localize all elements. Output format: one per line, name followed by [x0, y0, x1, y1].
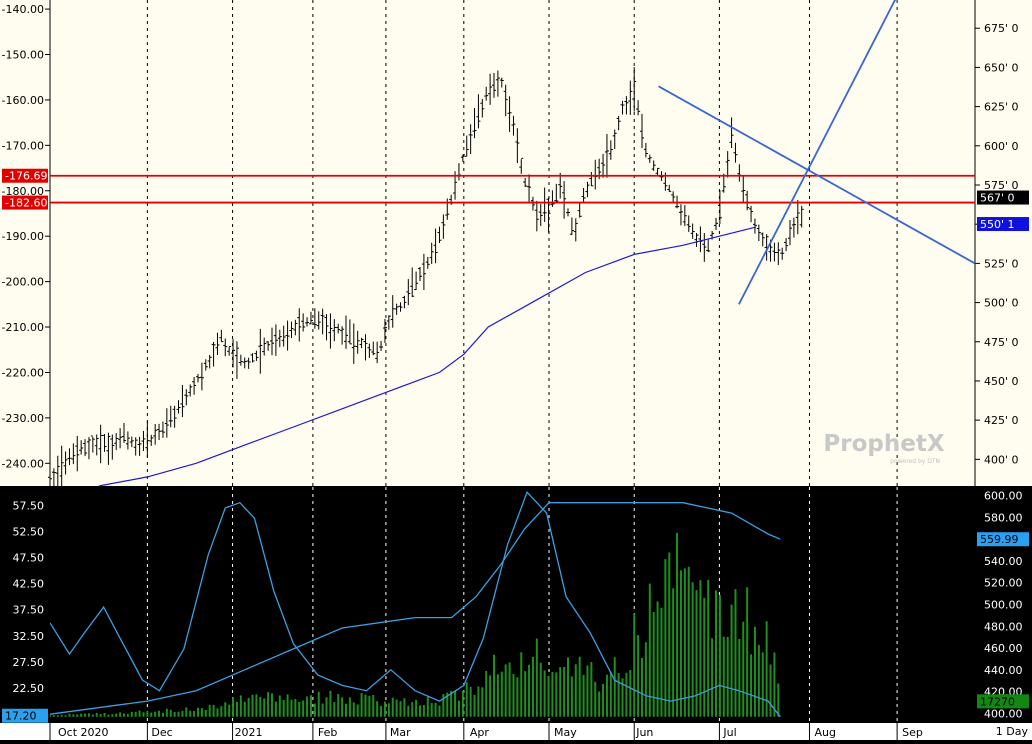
oscillator-badge-bg [2, 708, 48, 723]
axis-badges: -176.69 -182.60 567' 0 550' 1 17.20 559.99 172… [2, 168, 1029, 723]
right-tick-label: 475' 0 [984, 336, 1019, 349]
left-tick-label: -170.00 [2, 139, 44, 152]
lower-left-tick-label: 22.50 [13, 682, 45, 695]
lower-right-tick-label: 540.00 [984, 555, 1023, 568]
right-tick-label: 400' 0 [984, 453, 1019, 466]
open-interest-badge-bg [977, 532, 1029, 547]
moving-average-badge: 550' 1 [980, 218, 1015, 231]
left-tick-label: -160.00 [2, 94, 44, 107]
right-tick-label: 675' 0 [984, 22, 1019, 35]
left-tick-label: -150.00 [2, 49, 44, 62]
x-tick-label: Mar [390, 726, 411, 739]
right-tick-label: 625' 0 [984, 101, 1019, 114]
x-tick-label: Aug [814, 726, 835, 739]
x-tick-label: Apr [470, 726, 490, 739]
right-tick-label: 600' 0 [984, 140, 1019, 153]
volume-badge: 17270 [980, 695, 1015, 708]
left-tick-label: -190.00 [2, 230, 44, 243]
watermark-tagline: powered by DTN [890, 458, 940, 465]
price-bars [48, 67, 804, 489]
left-tick-label: -210.00 [2, 321, 44, 334]
last-price-badge: 567' 0 [980, 192, 1015, 205]
x-axis-strip [0, 723, 1032, 740]
moving-average-line [98, 226, 757, 487]
lower-left-axis-bg [0, 487, 50, 723]
lower-indicator-lines [49, 490, 781, 718]
upper-panel [0, 0, 1032, 486]
lower-left-tick-label: 47.50 [13, 552, 45, 565]
x-tick-label: Jul [722, 726, 736, 739]
left-tick-label: -220.00 [2, 366, 44, 379]
x-tick-label: Oct 2020 [58, 726, 109, 739]
x-tick-label: Feb [318, 726, 337, 739]
watermark-brand: ProphetX [823, 431, 944, 457]
lower-right-tick-label: 580.00 [984, 511, 1023, 524]
volume-badge-bg [977, 694, 1029, 709]
lower-right-tick-label: 400.00 [984, 707, 1023, 720]
timeframe-label: 1 Day [996, 725, 1029, 738]
lower-left-tick-label: 27.50 [13, 656, 45, 669]
x-tick-label: Dec [151, 726, 172, 739]
left-tick-label: -140.00 [2, 3, 44, 16]
volume-bars [49, 532, 780, 717]
right-tick-label: 425' 0 [984, 414, 1019, 427]
lower-right-axis-bg [975, 487, 1032, 723]
x-tick-label: 2021 [235, 726, 263, 739]
lower-left-tick-label: 52.50 [13, 525, 45, 538]
right-tick-label: 450' 0 [984, 375, 1019, 388]
x-tick-label: Jun [635, 726, 653, 739]
right-tick-label: 650' 0 [984, 61, 1019, 74]
trend-line [658, 85, 976, 265]
open-interest-badge: 559.99 [980, 533, 1019, 546]
resistance-label-1-bg [2, 168, 48, 183]
axes: Oct 2020 Dec 2021 Feb Mar Apr May Jun Jul Aug Sep -… [0, 3, 1032, 740]
oscillator-line [49, 490, 781, 718]
upper-overlay-lines [50, 0, 976, 487]
left-tick-label: -230.00 [2, 412, 44, 425]
lower-right-tick-label: 440.00 [984, 664, 1023, 677]
moving-average-badge-bg [977, 217, 1029, 232]
left-tick-label: -180.00 [2, 185, 44, 198]
left-tick-label: -200.00 [2, 276, 44, 289]
right-tick-label: 500' 0 [984, 297, 1019, 310]
x-tick-label: Sep [902, 726, 923, 739]
trend-line [738, 0, 896, 305]
lower-left-tick-label: 37.50 [13, 604, 45, 617]
left-tick-label: -240.00 [2, 457, 44, 470]
resistance-label-2: -182.60 [5, 197, 47, 210]
lower-left-tick-label: 57.50 [13, 499, 45, 512]
resistance-label-1: -176.69 [5, 170, 47, 183]
lower-left-tick-label: 32.50 [13, 630, 45, 643]
oscillator-badge: 17.20 [5, 710, 37, 723]
x-tick-label: May [554, 726, 577, 739]
last-price-badge-bg [977, 190, 1029, 205]
right-tick-label: 525' 0 [984, 257, 1019, 270]
right-tick-label: 575' 0 [984, 179, 1019, 192]
lower-right-tick-label: 500.00 [984, 599, 1023, 612]
lower-right-tick-label: 600.00 [984, 490, 1023, 503]
prophetx-logo: ProphetX powered by DTN [823, 431, 944, 465]
lower-right-tick-label: 460.00 [984, 642, 1023, 655]
lower-left-tick-label: 42.50 [13, 578, 45, 591]
open-interest-line [49, 502, 781, 715]
lower-right-tick-label: 520.00 [984, 577, 1023, 590]
lower-panel [0, 487, 1032, 740]
lower-right-tick-label: 480.00 [984, 620, 1023, 633]
resistance-label-2-bg [2, 195, 48, 210]
